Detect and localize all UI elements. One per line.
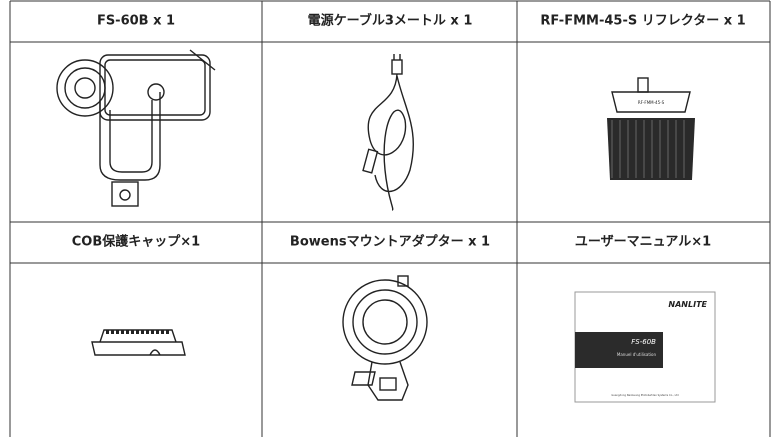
light-illustration [56, 49, 216, 207]
manual-subtitle: Manuel d'utilisation [617, 352, 657, 357]
item-label: 電源ケーブル3メートル x 1 [308, 13, 473, 29]
cable-illustration [362, 54, 414, 211]
item-label: FS-60B x 1 [97, 14, 175, 29]
manual-illustration: NANLITE FS-60B Manuel d'utilisation Guan… [574, 291, 716, 403]
item-label: ユーザーマニュアル×1 [575, 235, 711, 250]
cap-illustration [91, 329, 186, 356]
manual-brand: NANLITE [668, 300, 707, 309]
manual-model: FS-60B [631, 338, 656, 346]
table-grid [9, 0, 771, 437]
manual-company: Guangdong NanGuang Photo&Video Systems C… [611, 393, 679, 397]
adapter-illustration [342, 275, 428, 401]
item-label: RF-FMM-45-S リフレクター x 1 [540, 14, 745, 29]
reflector-label: RF-FMM-45-S [638, 100, 665, 105]
reflector-illustration: RF-FMM-45-S [607, 77, 695, 180]
item-label: COB保護キャップ×1 [72, 234, 200, 250]
item-label: Bowensマウントアダプター x 1 [290, 234, 490, 250]
